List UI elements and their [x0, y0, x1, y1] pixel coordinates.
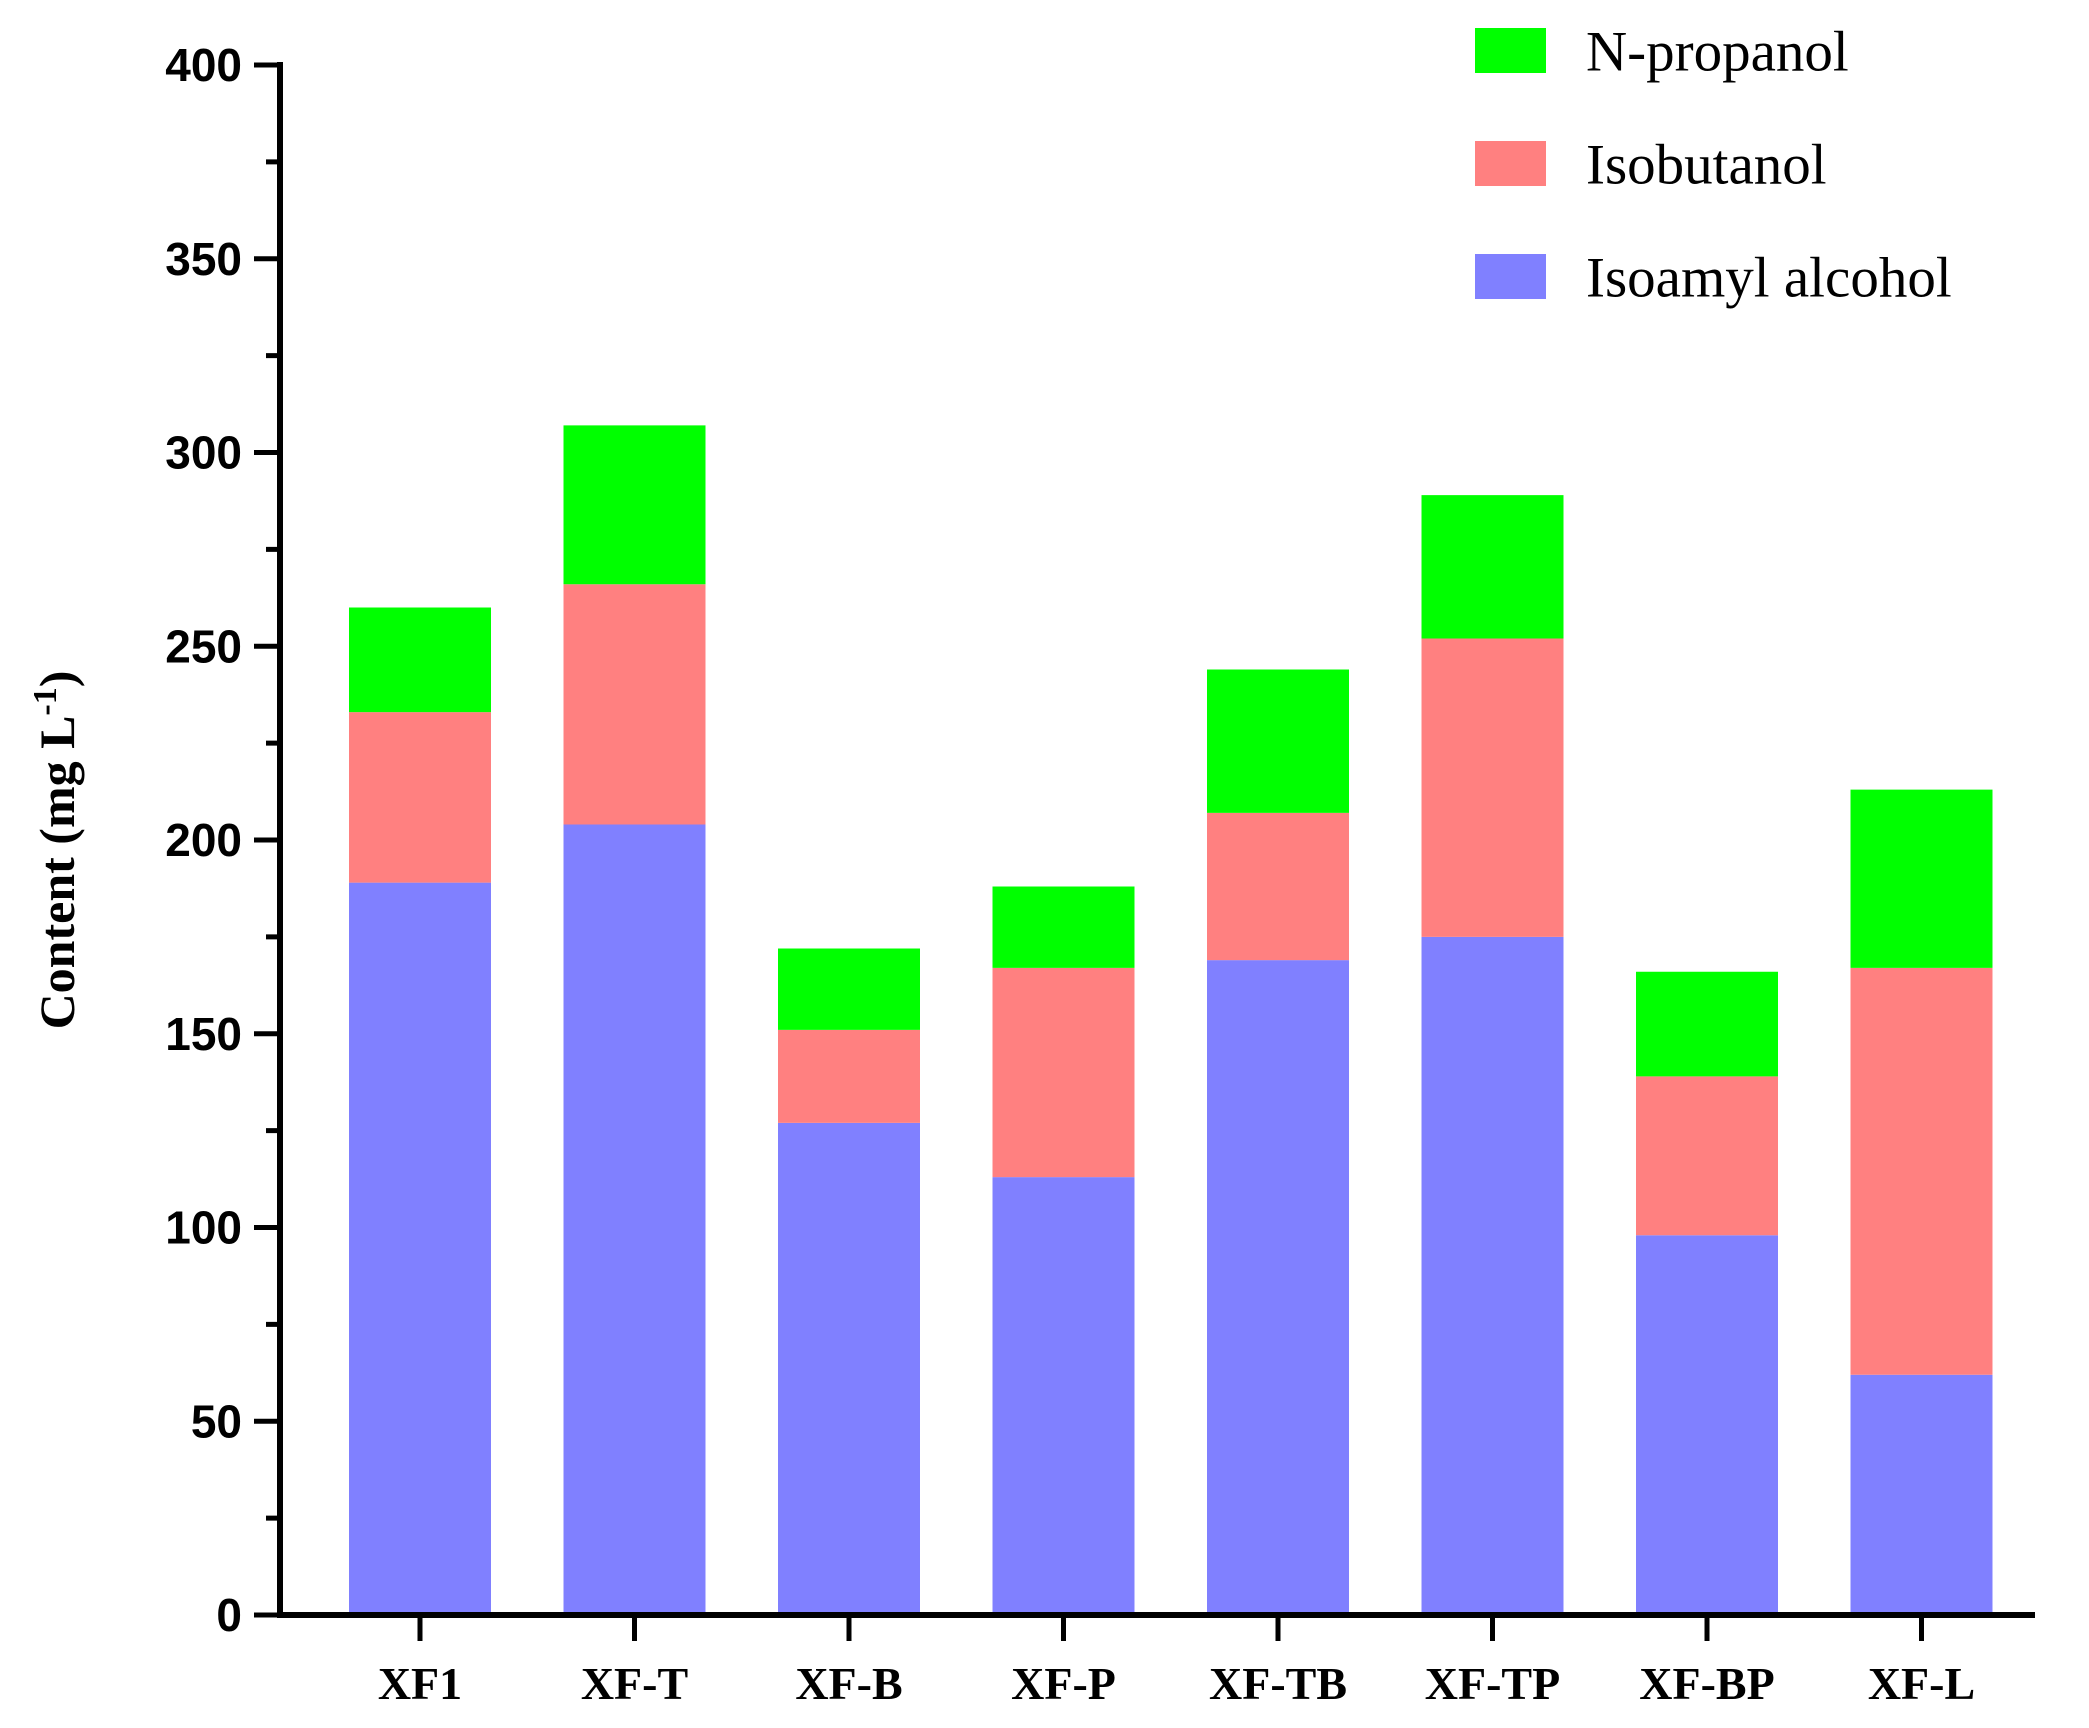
bar-xf-tp-n-propanol: [1421, 495, 1564, 639]
x-tick-label-xf1: XF1: [378, 1658, 462, 1709]
bar-xf1-n-propanol: [349, 607, 491, 713]
axes-layer: [254, 62, 2035, 1641]
bars-layer: [349, 425, 1993, 1615]
bar-xf-b-n-propanol: [778, 948, 920, 1030]
y-tick-label: 100: [165, 1202, 242, 1254]
bar-xf-t-isobutanol: [563, 584, 706, 825]
x-tick-label-xf-l: XF-L: [1868, 1658, 1975, 1709]
legend-swatch-isoamyl-alcohol: [1475, 254, 1546, 299]
bar-xf-tb-isobutanol: [1207, 812, 1349, 961]
bar-xf-tb-n-propanol: [1207, 669, 1349, 813]
bar-xf-b-isoamyl-alcohol: [778, 1122, 920, 1615]
x-tick-label-xf-b: XF-B: [795, 1658, 902, 1709]
bar-xf-tb-isoamyl-alcohol: [1207, 960, 1349, 1615]
legend-label-isobutanol: Isobutanol: [1586, 134, 1827, 197]
y-axis-title-superscript: -1: [27, 687, 64, 715]
y-axis-title: Content (mg L-1): [27, 671, 85, 1030]
bar-xf1-isobutanol: [349, 712, 491, 883]
bar-xf1-isoamyl-alcohol: [349, 882, 491, 1615]
y-tick-label: 350: [165, 233, 242, 285]
legend: N-propanol Isobutanol Isoamyl alcohol: [1475, 21, 1952, 310]
y-tick-label: 400: [165, 39, 242, 91]
bar-xf-t-isoamyl-alcohol: [563, 824, 706, 1615]
legend-label-n-propanol: N-propanol: [1586, 21, 1849, 84]
x-tick-label-xf-tb: XF-TB: [1209, 1658, 1347, 1709]
x-tick-label-xf-bp: XF-BP: [1639, 1658, 1774, 1709]
x-tick-label-xf-t: XF-T: [581, 1658, 688, 1709]
y-tick-label: 0: [216, 1589, 242, 1641]
x-tick-label-xf-tp: XF-TP: [1425, 1658, 1560, 1709]
bar-xf-l-isoamyl-alcohol: [1850, 1374, 1993, 1615]
y-axis-title-main: Content (mg L: [29, 716, 85, 1030]
y-tick-label: 150: [165, 1008, 242, 1060]
bar-xf-b-isobutanol: [778, 1029, 920, 1123]
y-tick-label: 250: [165, 620, 242, 672]
labels-layer: 0 50 100 150 200 250 300 350 400 XF1 XF-T XF-B XF-P X…: [165, 39, 1975, 1709]
bar-xf-l-isobutanol: [1850, 967, 1993, 1375]
bar-xf-bp-isobutanol: [1636, 1076, 1778, 1236]
y-tick-label: 50: [191, 1395, 242, 1447]
y-tick-label: 200: [165, 814, 242, 866]
bar-xf-p-isoamyl-alcohol: [992, 1177, 1135, 1615]
bar-xf-p-n-propanol: [992, 886, 1135, 968]
legend-swatch-n-propanol: [1475, 28, 1546, 73]
y-tick-label: 300: [165, 427, 242, 479]
y-axis-title-close: ): [29, 671, 85, 688]
bar-xf-bp-isoamyl-alcohol: [1636, 1235, 1778, 1615]
bar-xf-p-isobutanol: [992, 967, 1135, 1178]
legend-swatch-isobutanol: [1475, 141, 1546, 186]
legend-label-isoamyl-alcohol: Isoamyl alcohol: [1586, 247, 1952, 310]
bar-xf-t-n-propanol: [563, 425, 706, 585]
bar-xf-tp-isobutanol: [1421, 638, 1564, 937]
bar-xf-bp-n-propanol: [1636, 971, 1778, 1077]
bar-xf-tp-isoamyl-alcohol: [1421, 936, 1564, 1615]
bar-xf-l-n-propanol: [1850, 789, 1993, 968]
x-tick-label-xf-p: XF-P: [1011, 1658, 1116, 1709]
